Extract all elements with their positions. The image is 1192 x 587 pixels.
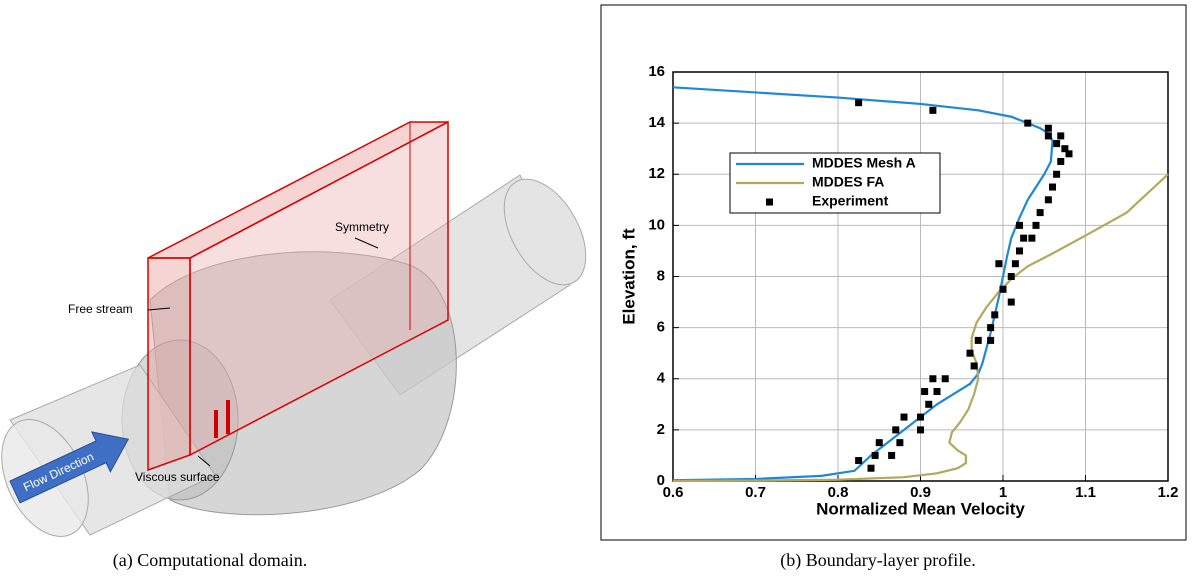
chart: 0.6 0.7 0.8 0.9 1 1.1 1.2 0 2 4 6 8 10 12 14 16 Normaliz…	[619, 63, 1178, 519]
data-point	[1016, 222, 1023, 229]
y-tick-label: 4	[657, 370, 666, 387]
data-point	[1053, 171, 1060, 178]
y-tick-label: 10	[648, 216, 665, 233]
data-point	[1053, 140, 1060, 147]
data-point	[1037, 209, 1044, 216]
data-point	[987, 337, 994, 344]
legend-label: MDDES FA	[812, 174, 884, 190]
data-point	[1049, 184, 1056, 191]
data-point	[1012, 260, 1019, 267]
domain-render: Flow Direction Symmetry Free stream Visc…	[0, 122, 603, 550]
data-point	[987, 324, 994, 331]
data-point	[929, 375, 936, 382]
data-point	[901, 414, 908, 421]
x-axis-label: Normalized Mean Velocity	[816, 499, 1025, 518]
y-tick-label: 0	[657, 472, 665, 489]
y-tick-label: 6	[657, 319, 665, 336]
data-point	[1045, 132, 1052, 139]
data-point	[1016, 247, 1023, 254]
data-point	[1066, 150, 1073, 157]
y-tick-label: 12	[648, 165, 665, 182]
data-point	[1024, 120, 1031, 127]
data-point	[934, 388, 941, 395]
data-point	[975, 337, 982, 344]
x-tick-label: 0.7	[745, 484, 766, 501]
data-point	[855, 457, 862, 464]
free-stream-label: Free stream	[68, 302, 133, 316]
data-point	[1008, 273, 1015, 280]
figure: Flow Direction Symmetry Free stream Visc…	[0, 0, 1192, 582]
data-point	[942, 375, 949, 382]
data-point	[995, 260, 1002, 267]
data-point	[929, 107, 936, 114]
caption: (a) Computational domain.	[113, 550, 307, 571]
data-point	[1000, 286, 1007, 293]
x-tick-label: 0.8	[828, 484, 849, 501]
x-tick-label: 0.9	[910, 484, 931, 501]
data-point	[1033, 222, 1040, 229]
data-point	[1020, 235, 1027, 242]
y-tick-label: 8	[657, 267, 665, 284]
legend-label: Experiment	[812, 193, 889, 209]
data-point	[892, 426, 899, 433]
data-point	[967, 350, 974, 357]
x-tick-label: 1	[999, 484, 1007, 501]
data-point	[1045, 196, 1052, 203]
caption: (b) Boundary-layer profile.	[780, 550, 975, 571]
data-point	[925, 401, 932, 408]
data-point	[876, 439, 883, 446]
data-point	[868, 465, 875, 472]
data-point	[1008, 299, 1015, 306]
data-point	[1045, 125, 1052, 132]
legend-swatch	[766, 199, 773, 206]
y-tick-label: 16	[648, 63, 665, 80]
viscous-label: Viscous surface	[135, 470, 220, 484]
y-axis-label: Elevation, ft	[619, 228, 638, 325]
data-point	[917, 426, 924, 433]
data-point	[1028, 235, 1035, 242]
symmetry-label: Symmetry	[335, 220, 389, 234]
element	[214, 410, 218, 438]
data-point	[991, 311, 998, 318]
data-point	[971, 362, 978, 369]
data-point	[1057, 132, 1064, 139]
data-point	[896, 439, 903, 446]
x-tick-label: 1.1	[1075, 484, 1096, 501]
box-front	[148, 258, 190, 470]
data-point	[855, 99, 862, 106]
data-point	[921, 388, 928, 395]
data-point	[1057, 158, 1064, 165]
legend-label: MDDES Mesh A	[812, 155, 916, 171]
data-point	[872, 452, 879, 459]
x-tick-label: 0.6	[663, 484, 684, 501]
element	[226, 400, 230, 434]
y-tick-label: 14	[648, 114, 665, 131]
y-tick-label: 2	[657, 421, 665, 438]
data-point	[888, 452, 895, 459]
x-tick-label: 1.2	[1158, 484, 1179, 501]
data-point	[917, 414, 924, 421]
